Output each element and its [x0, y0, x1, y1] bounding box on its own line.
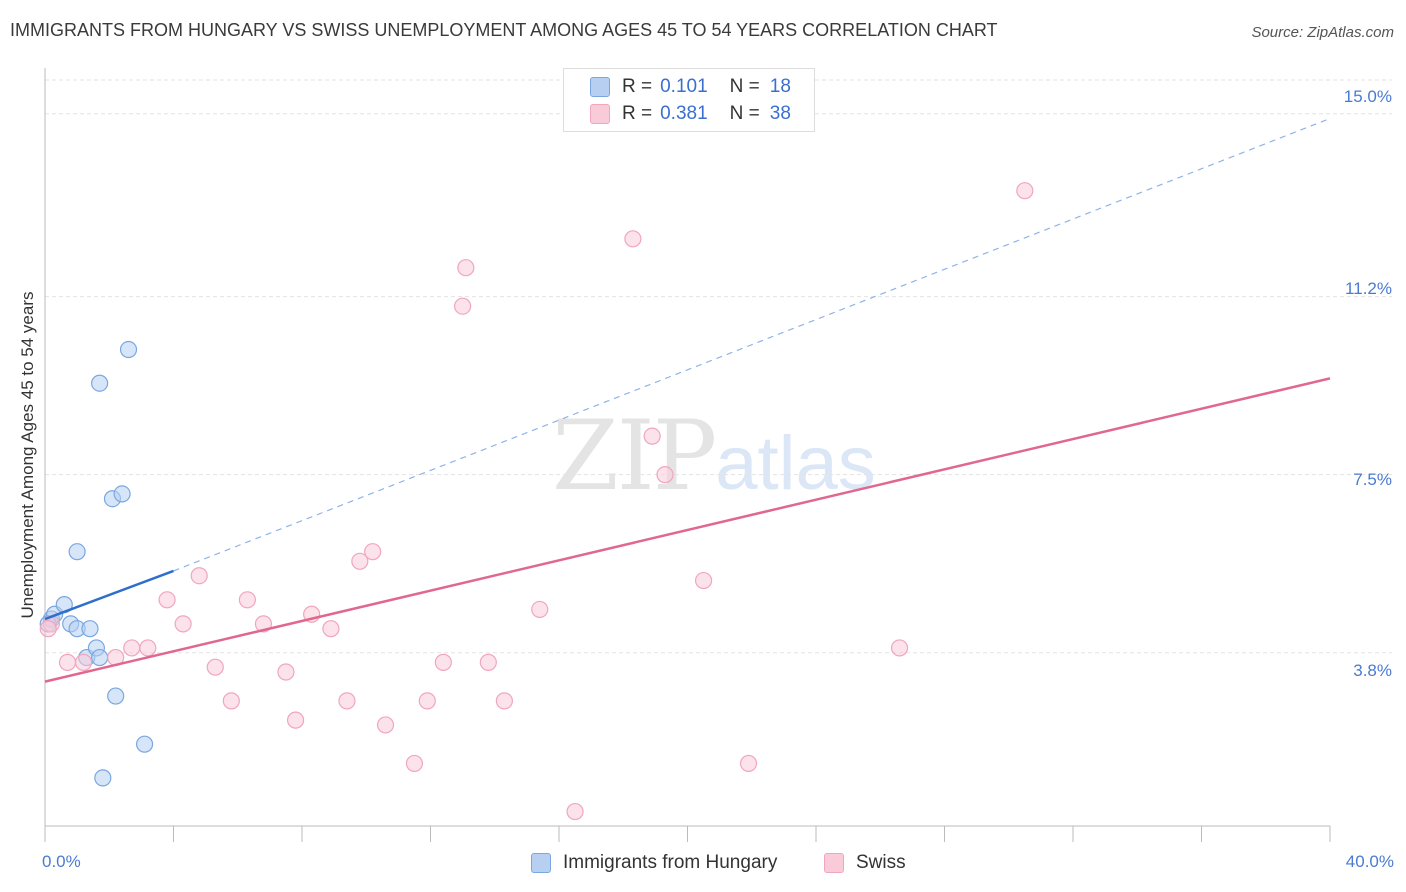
scatter-point [694, 571, 713, 590]
trend-line-hungary [44, 569, 174, 621]
y-tick-label: 7.5% [1353, 470, 1392, 489]
chart-source: Source: ZipAtlas.com [1251, 24, 1394, 41]
legend-n-value: 38 [769, 103, 791, 124]
scatter-point [91, 648, 109, 667]
scatter-point [624, 230, 642, 248]
scatter-point [58, 653, 77, 671]
legend-n-label: N = [729, 103, 760, 124]
legend-r-label: R = [622, 76, 653, 97]
scatter-point [338, 692, 356, 710]
legend-r-value: 0.381 [660, 103, 708, 124]
scatter-point [238, 591, 256, 609]
scatter-point [81, 620, 99, 638]
legend-r-value: 0.101 [660, 76, 708, 97]
bottom-legend-label-swiss: Swiss [856, 852, 906, 873]
legend-row-hungary: R = 0.101 N = 18 [590, 75, 791, 99]
scatter-point [158, 591, 176, 609]
chart-title: IMMIGRANTS FROM HUNGARY VS SWISS UNEMPLO… [10, 20, 998, 40]
scatter-point [376, 716, 395, 734]
y-tick-label: 3.8% [1353, 661, 1392, 680]
scatter-point [405, 754, 424, 773]
scatter-point [91, 374, 109, 392]
scatter-point [1016, 182, 1034, 200]
scatter-point [351, 552, 369, 570]
scatter-point [107, 687, 125, 705]
bottom-legend-hungary: Immigrants from Hungary [531, 852, 777, 874]
scatter-point [322, 620, 340, 638]
legend-n-value: 18 [769, 76, 791, 97]
bottom-legend-swatch-swiss [824, 853, 844, 873]
scatter-point [174, 615, 192, 633]
scatter-point [656, 466, 674, 484]
y-tick-label: 11.2% [1345, 279, 1392, 298]
legend-row-swiss: R = 0.381 N = 38 [590, 102, 791, 126]
scatter-point [286, 711, 305, 729]
scatter-point [68, 543, 86, 561]
trend-line-swiss [44, 377, 1331, 683]
bottom-legend-swiss: Swiss [824, 852, 906, 874]
scatter-point [135, 735, 154, 753]
scatter-point [222, 692, 240, 710]
scatter-point [454, 297, 472, 315]
trend-line-hungary-extension [173, 117, 1331, 572]
watermark: ZIPatlas [552, 400, 876, 512]
scatter-point [206, 658, 224, 676]
scatter-point [739, 754, 758, 773]
scatter-point [531, 600, 549, 619]
legend: R = 0.101 N = 18 R = 0.381 N = 38 [563, 68, 815, 132]
scatter-point [123, 639, 141, 657]
scatter-point [39, 620, 57, 638]
scatter-point [113, 485, 131, 503]
legend-swatch-hungary [590, 77, 610, 97]
scatter-point [74, 653, 93, 671]
scatter-point [418, 692, 436, 710]
x-tick-label-min: 0.0% [42, 852, 81, 871]
scatter-point [890, 639, 909, 657]
scatter-point [457, 259, 475, 277]
scatter-point [277, 663, 295, 681]
bottom-legend-swatch-hungary [531, 853, 551, 873]
scatter-point [190, 567, 208, 585]
scatter-point [94, 769, 112, 787]
scatter-point [566, 802, 584, 821]
legend-r-label: R = [622, 103, 653, 124]
scatter-point [495, 692, 513, 710]
legend-n-label: N = [729, 76, 760, 97]
scatter-point [139, 639, 157, 657]
scatter-point [643, 427, 661, 445]
bottom-legend-label-hungary: Immigrants from Hungary [563, 852, 778, 873]
y-tick-label: 15.0% [1343, 87, 1392, 106]
scatter-point [434, 653, 452, 671]
scatter-point [364, 543, 382, 561]
legend-swatch-swiss [590, 104, 610, 124]
watermark-zip: ZIP [552, 400, 717, 512]
scatter-point [479, 653, 497, 671]
x-tick-label-max: 40.0% [1345, 852, 1394, 871]
scatter-point [119, 340, 138, 359]
